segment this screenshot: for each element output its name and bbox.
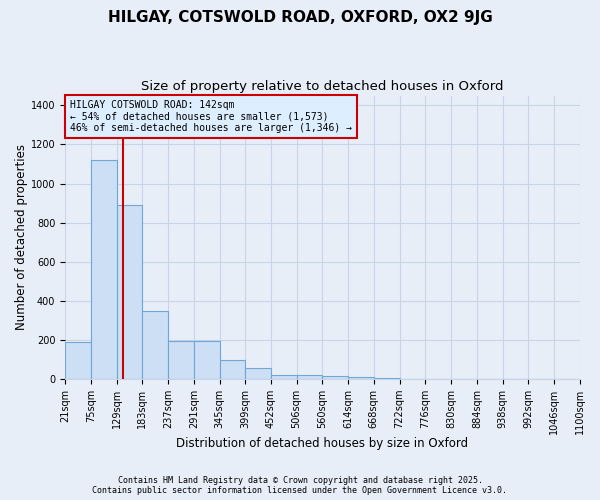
Bar: [194, 341, 220, 379]
Bar: [400, 378, 425, 379]
Bar: [65, 342, 91, 379]
Text: HILGAY COTSWOLD ROAD: 142sqm
← 54% of detached houses are smaller (1,573)
46% of: HILGAY COTSWOLD ROAD: 142sqm ← 54% of de…: [70, 100, 352, 133]
Bar: [142, 311, 168, 379]
Bar: [116, 205, 142, 379]
Bar: [271, 375, 296, 379]
Bar: [168, 341, 194, 379]
Bar: [322, 376, 348, 379]
Y-axis label: Number of detached properties: Number of detached properties: [15, 144, 28, 330]
Bar: [296, 376, 322, 379]
Bar: [374, 378, 400, 379]
Title: Size of property relative to detached houses in Oxford: Size of property relative to detached ho…: [142, 80, 504, 93]
X-axis label: Distribution of detached houses by size in Oxford: Distribution of detached houses by size …: [176, 437, 469, 450]
Bar: [220, 360, 245, 379]
Bar: [348, 378, 374, 379]
Text: HILGAY, COTSWOLD ROAD, OXFORD, OX2 9JG: HILGAY, COTSWOLD ROAD, OXFORD, OX2 9JG: [107, 10, 493, 25]
Text: Contains HM Land Registry data © Crown copyright and database right 2025.
Contai: Contains HM Land Registry data © Crown c…: [92, 476, 508, 495]
Bar: [91, 160, 116, 379]
Bar: [245, 368, 271, 379]
